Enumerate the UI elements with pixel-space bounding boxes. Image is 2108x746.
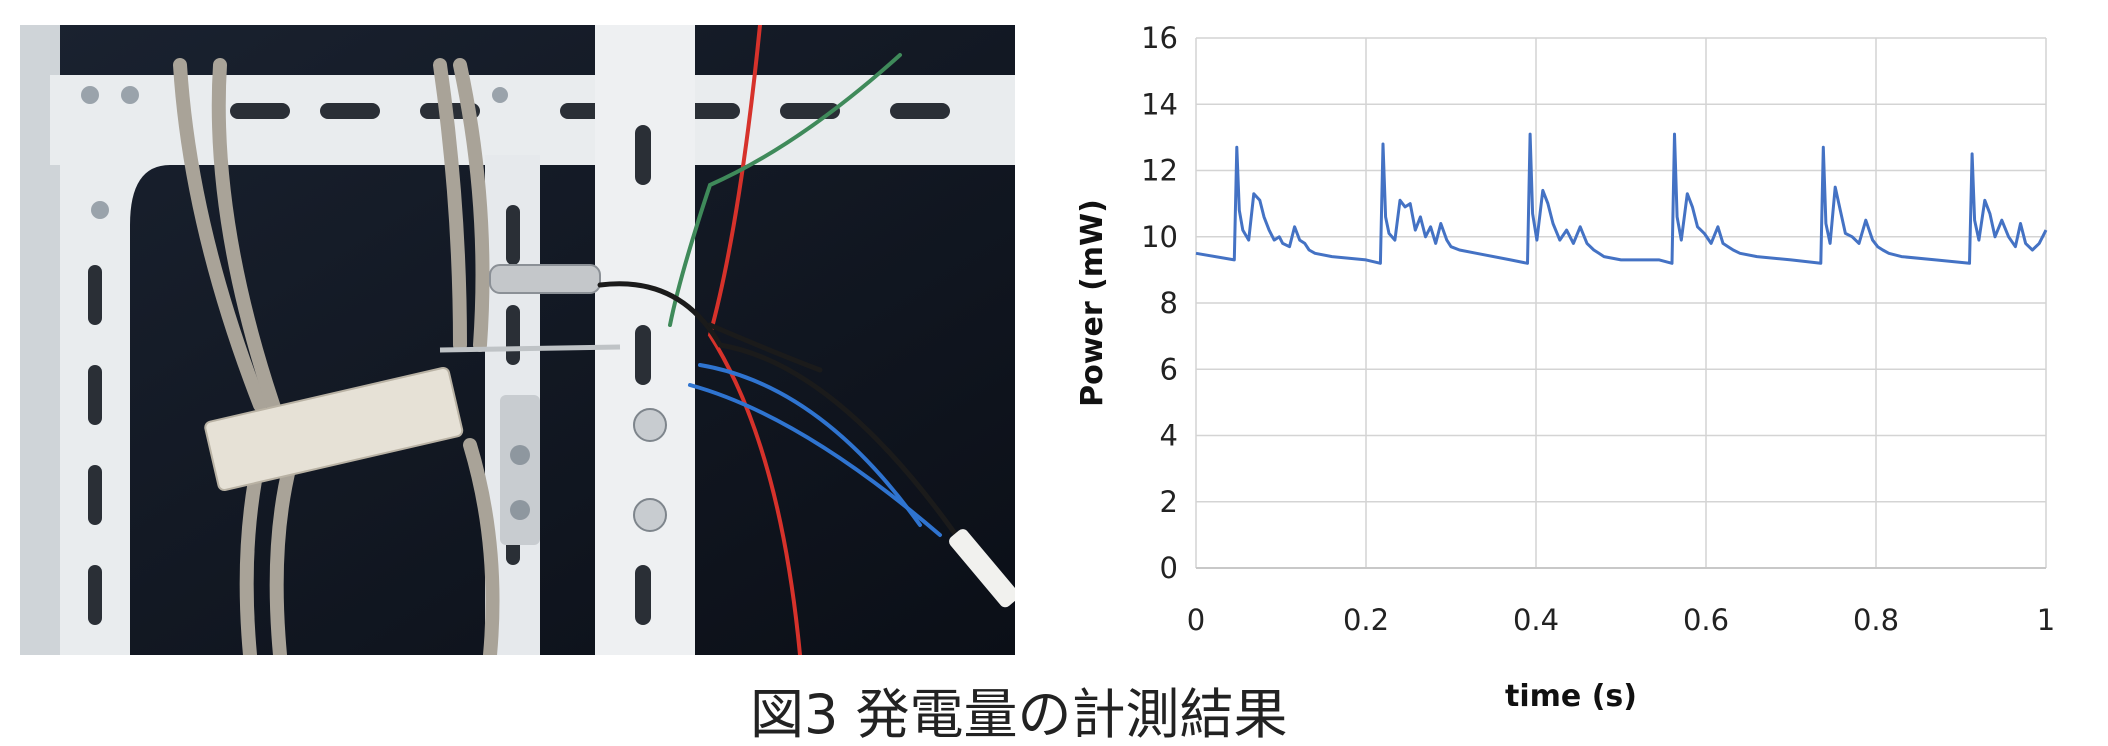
y-axis-title: Power (mW) [1075, 199, 1110, 407]
y-tick-label: 2 [1160, 485, 1178, 519]
y-tick-label: 10 [1141, 220, 1178, 254]
power-series-line [1196, 134, 2046, 263]
apparatus-illustration [20, 25, 1015, 655]
y-tick-label: 14 [1141, 87, 1178, 121]
y-tick-label: 8 [1160, 286, 1178, 320]
y-tick-label: 6 [1160, 352, 1178, 386]
tick-layer: 0 2 4 6 8 10 12 14 16 0 0.2 0.4 0.6 0.8 1 [1141, 21, 2055, 637]
y-tick-label: 16 [1141, 21, 1178, 55]
x-tick-label: 0.2 [1343, 603, 1389, 637]
y-tick-label: 12 [1141, 154, 1178, 188]
apparatus-photo [20, 25, 1015, 655]
power-chart-svg: 0 2 4 6 8 10 12 14 16 0 0.2 0.4 0.6 0.8 1 time (s) Pow… [1060, 0, 2108, 718]
series-layer [1196, 134, 2046, 263]
y-tick-label: 0 [1160, 551, 1178, 585]
figure-caption: 図3 発電量の計測結果 [750, 688, 1288, 742]
grid-layer [1196, 38, 2046, 568]
x-tick-label: 0.6 [1683, 603, 1729, 637]
x-tick-label: 1 [2037, 603, 2055, 637]
x-axis-title: time (s) [1505, 679, 1637, 714]
x-tick-label: 0 [1187, 603, 1205, 637]
x-tick-label: 0.8 [1853, 603, 1899, 637]
x-tick-label: 0.4 [1513, 603, 1559, 637]
y-tick-label: 4 [1160, 419, 1178, 453]
power-chart: 0 2 4 6 8 10 12 14 16 0 0.2 0.4 0.6 0.8 1 time (s) Pow… [1060, 0, 2108, 718]
